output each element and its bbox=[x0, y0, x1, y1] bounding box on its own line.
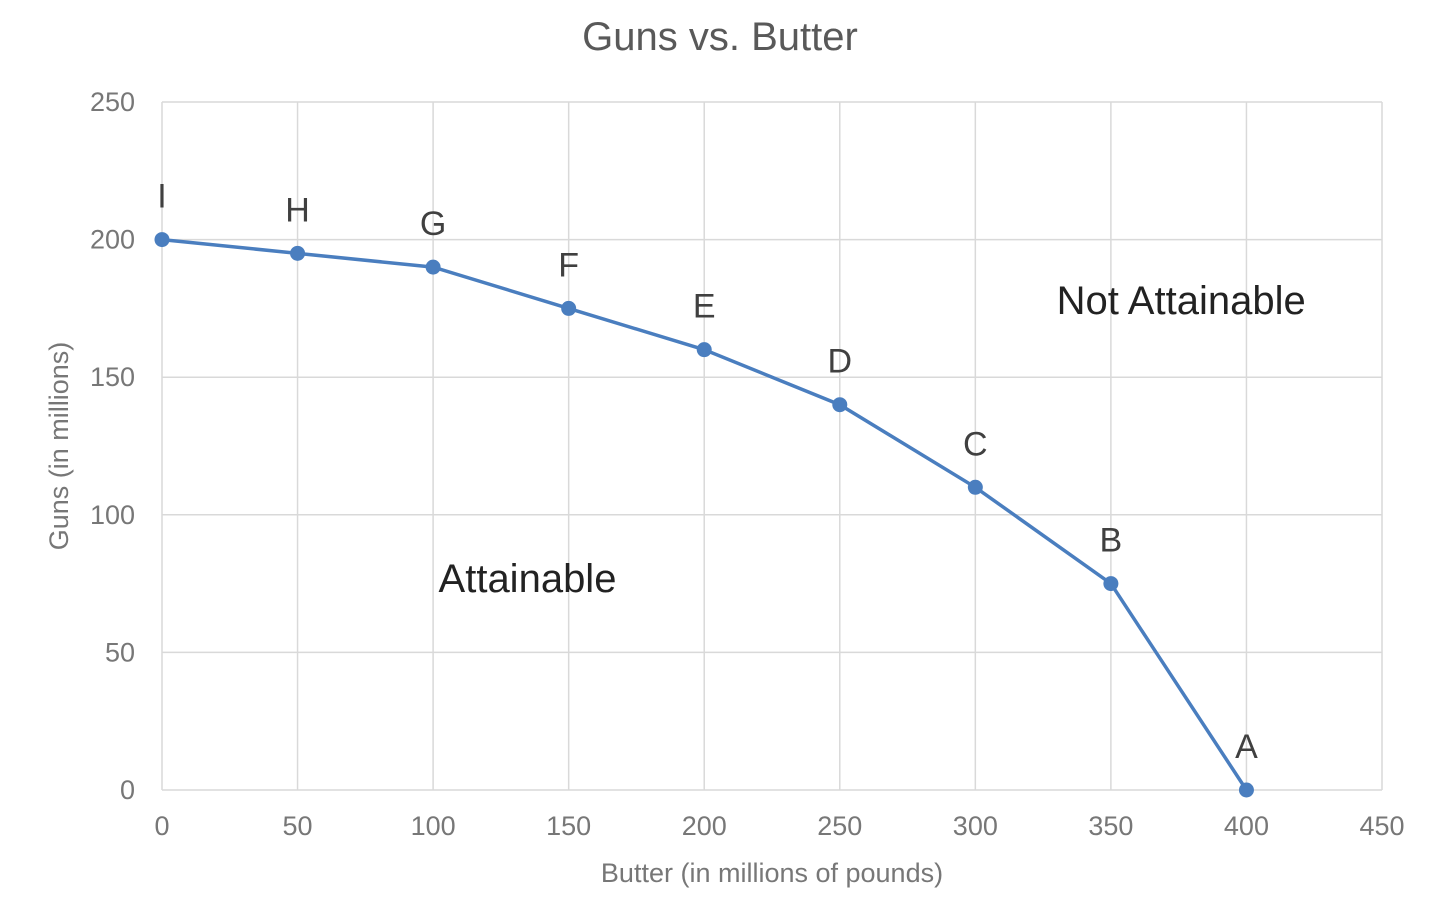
x-tick-label: 300 bbox=[953, 811, 998, 841]
point-label-A: A bbox=[1235, 728, 1258, 766]
data-point-B bbox=[1103, 576, 1119, 592]
y-axis-title: Guns (in millions) bbox=[44, 342, 74, 551]
data-point-A bbox=[1238, 782, 1254, 798]
point-label-B: B bbox=[1100, 522, 1123, 560]
data-point-G bbox=[425, 259, 441, 275]
point-label-E: E bbox=[693, 288, 716, 326]
y-tick-label: 0 bbox=[120, 775, 135, 805]
point-label-D: D bbox=[827, 343, 852, 381]
point-label-G: G bbox=[420, 205, 446, 243]
point-label-C: C bbox=[963, 425, 988, 463]
x-tick-label: 200 bbox=[682, 811, 727, 841]
y-tick-label: 250 bbox=[90, 87, 135, 117]
x-tick-label: 400 bbox=[1224, 811, 1269, 841]
y-tick-label: 200 bbox=[90, 225, 135, 255]
chart-title: Guns vs. Butter bbox=[582, 15, 858, 59]
annotation-label: Attainable bbox=[439, 557, 617, 601]
point-label-I: I bbox=[157, 178, 166, 216]
x-tick-label: 450 bbox=[1359, 811, 1404, 841]
x-tick-label: 50 bbox=[283, 811, 313, 841]
x-axis-title: Butter (in millions of pounds) bbox=[601, 858, 943, 888]
data-point-D bbox=[832, 397, 848, 413]
x-tick-label: 250 bbox=[817, 811, 862, 841]
tick-labels: 0 50 100 150 200 250 300 350 400 450 0 50 100 150 200 2… bbox=[90, 87, 1405, 841]
annotations: Not Attainable Attainable bbox=[439, 279, 1306, 601]
x-tick-label: 350 bbox=[1088, 811, 1133, 841]
y-tick-label: 50 bbox=[105, 637, 135, 667]
point-label-H: H bbox=[285, 191, 310, 229]
data-point-I bbox=[154, 232, 170, 248]
data-point-E bbox=[696, 342, 712, 358]
series: I H G F E D C B A bbox=[154, 178, 1258, 798]
y-tick-label: 150 bbox=[90, 362, 135, 392]
annotation-label: Not Attainable bbox=[1057, 279, 1306, 323]
point-label-F: F bbox=[558, 246, 579, 284]
x-tick-label: 0 bbox=[154, 811, 169, 841]
x-tick-label: 150 bbox=[546, 811, 591, 841]
grid bbox=[161, 101, 1383, 791]
data-point-C bbox=[967, 479, 983, 495]
y-tick-label: 100 bbox=[90, 500, 135, 530]
x-tick-label: 100 bbox=[411, 811, 456, 841]
data-point-H bbox=[290, 245, 306, 261]
data-point-F bbox=[561, 300, 577, 316]
